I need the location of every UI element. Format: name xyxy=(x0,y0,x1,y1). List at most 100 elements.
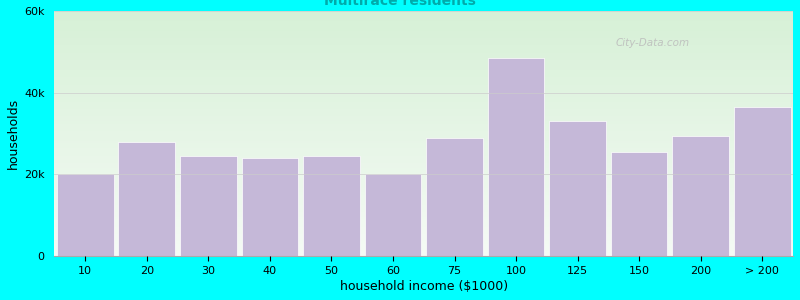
Bar xyxy=(54,38,793,40)
Bar xyxy=(54,23,793,26)
Bar xyxy=(54,124,793,126)
Bar xyxy=(54,246,793,249)
Bar xyxy=(54,28,793,31)
Bar xyxy=(54,58,793,60)
Text: City-Data.com: City-Data.com xyxy=(616,38,690,48)
Bar xyxy=(54,175,793,178)
Bar xyxy=(54,188,793,190)
Bar xyxy=(54,200,793,202)
Bar xyxy=(303,156,360,256)
Bar xyxy=(54,143,793,146)
Bar xyxy=(54,43,793,45)
Bar xyxy=(54,121,793,124)
Bar xyxy=(180,156,237,256)
Bar xyxy=(54,67,793,70)
Text: Multirace residents: Multirace residents xyxy=(324,0,476,8)
Bar xyxy=(54,195,793,197)
Bar xyxy=(54,141,793,143)
Bar xyxy=(426,138,483,256)
Bar xyxy=(54,183,793,185)
Bar xyxy=(54,18,793,21)
Bar xyxy=(54,82,793,85)
Bar xyxy=(54,80,793,82)
Bar xyxy=(54,52,793,55)
Bar xyxy=(54,131,793,134)
Bar xyxy=(54,55,793,58)
Bar xyxy=(54,114,793,116)
Bar xyxy=(54,254,793,256)
Bar xyxy=(54,222,793,224)
Bar xyxy=(54,48,793,50)
Bar xyxy=(54,197,793,200)
Bar xyxy=(54,224,793,227)
Bar xyxy=(54,70,793,72)
Bar xyxy=(54,190,793,192)
Bar xyxy=(54,156,793,158)
Bar xyxy=(54,106,793,109)
Bar xyxy=(54,242,793,244)
Bar xyxy=(54,87,793,89)
Bar xyxy=(54,116,793,119)
Bar xyxy=(54,136,793,139)
Y-axis label: households: households xyxy=(7,98,20,169)
Bar xyxy=(54,227,793,229)
Bar xyxy=(54,217,793,219)
Bar xyxy=(54,75,793,77)
Bar xyxy=(54,102,793,104)
Bar xyxy=(54,60,793,62)
Bar xyxy=(54,185,793,188)
Bar xyxy=(54,11,793,14)
Bar xyxy=(54,153,793,156)
Bar xyxy=(54,207,793,210)
Bar xyxy=(54,239,793,242)
Bar xyxy=(54,173,793,175)
Bar xyxy=(54,205,793,207)
Bar xyxy=(54,129,793,131)
Bar xyxy=(54,50,793,52)
Bar xyxy=(54,72,793,75)
Bar xyxy=(54,214,793,217)
Bar xyxy=(54,146,793,148)
Bar xyxy=(54,109,793,112)
Bar xyxy=(54,163,793,165)
Bar xyxy=(54,232,793,234)
Bar xyxy=(54,178,793,180)
Bar xyxy=(54,134,793,136)
Bar xyxy=(54,219,793,222)
Bar xyxy=(54,40,793,43)
Bar xyxy=(734,107,790,256)
Bar xyxy=(54,126,793,129)
Bar xyxy=(54,31,793,33)
Bar xyxy=(54,249,793,251)
Bar xyxy=(54,251,793,254)
Bar xyxy=(54,62,793,65)
Bar xyxy=(54,165,793,168)
Bar xyxy=(57,174,114,256)
Bar xyxy=(54,94,793,97)
X-axis label: household income ($1000): household income ($1000) xyxy=(340,280,508,293)
Bar xyxy=(54,21,793,23)
Bar xyxy=(54,170,793,173)
Bar xyxy=(54,160,793,163)
Bar xyxy=(54,180,793,183)
Bar xyxy=(365,174,422,256)
Bar xyxy=(54,65,793,67)
Bar xyxy=(54,229,793,232)
Bar xyxy=(54,26,793,28)
Bar xyxy=(54,139,793,141)
Bar xyxy=(54,202,793,205)
Bar xyxy=(611,152,667,256)
Bar xyxy=(673,136,729,256)
Bar xyxy=(54,99,793,102)
Bar xyxy=(118,142,175,256)
Bar xyxy=(54,92,793,94)
Bar xyxy=(54,45,793,48)
Bar xyxy=(54,119,793,121)
Bar xyxy=(54,35,793,38)
Bar xyxy=(54,16,793,18)
Bar xyxy=(54,244,793,246)
Bar xyxy=(54,97,793,99)
Bar xyxy=(54,33,793,35)
Bar xyxy=(54,151,793,153)
Bar xyxy=(54,192,793,195)
